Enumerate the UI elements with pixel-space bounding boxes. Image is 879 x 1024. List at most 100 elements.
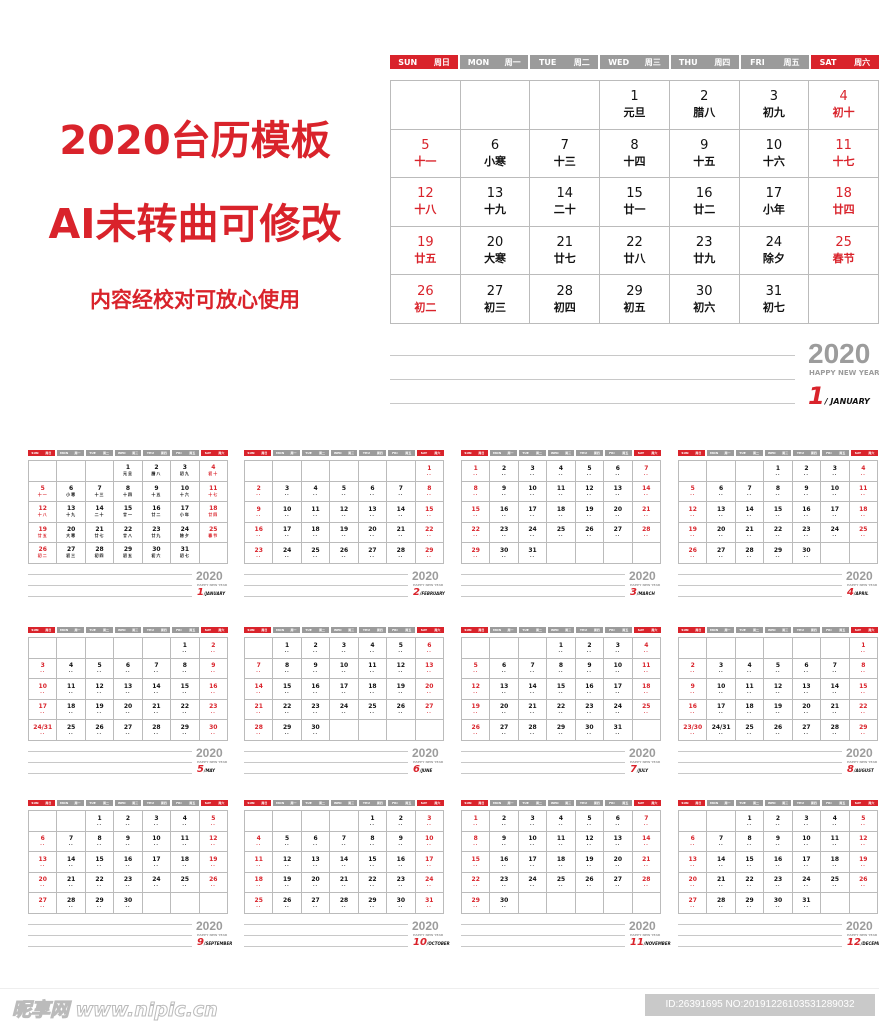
lunar-date: ··	[615, 821, 621, 827]
lunar-date: ··	[501, 689, 507, 695]
weekday-cn: 周日	[433, 57, 450, 67]
day-number: 1	[97, 814, 102, 822]
day-cell: 10 ··	[415, 831, 444, 852]
day-number: 1	[630, 89, 639, 105]
day-number: 4	[211, 464, 216, 472]
day-number: 13	[613, 485, 623, 493]
day-cell: 10 ··	[821, 481, 850, 502]
day-number: 20	[486, 235, 504, 251]
day-number: 1	[775, 464, 781, 472]
day-cell: 17 ··	[142, 852, 172, 873]
day-number: 30	[773, 896, 783, 904]
lunar-date: ··	[341, 710, 347, 716]
note-line	[244, 585, 408, 586]
note-line	[678, 596, 842, 597]
lunar-date: ··	[473, 533, 479, 539]
lunar-date: 初五	[122, 553, 133, 559]
weekday-cn: 周三	[782, 801, 789, 805]
day-cell: 26 ··	[764, 720, 793, 741]
lunar-date: ··	[426, 533, 432, 539]
weekday-en: FRI	[609, 451, 615, 455]
day-number: 7	[154, 662, 159, 670]
lunar-date: ··	[832, 842, 838, 848]
day-number: 29	[745, 896, 754, 904]
day-number: 7	[719, 835, 724, 843]
lunar-date: ··	[747, 862, 753, 868]
day-number: 15	[180, 682, 190, 690]
day-number: 5	[211, 814, 216, 822]
day-cell	[518, 893, 548, 914]
day-cell: 13 ··	[679, 852, 708, 873]
day-number: 11	[556, 835, 566, 843]
day-number: 6	[125, 662, 131, 670]
day-number: 16	[123, 855, 133, 863]
lunar-date: ··	[182, 689, 188, 695]
weekday-en: FRI	[392, 801, 398, 805]
lunar-date: ··	[860, 842, 866, 848]
lunar-date: ··	[341, 553, 347, 559]
day-cell: 8 ··	[849, 658, 878, 679]
weekday-en: FRI	[826, 451, 832, 455]
day-number: 19	[282, 876, 292, 884]
day-number: 25	[830, 876, 840, 884]
weekday-en: SUN	[247, 451, 255, 455]
day-cell: 22 ··	[85, 872, 115, 893]
day-number: 23/30	[683, 723, 703, 731]
day-cell: 7 ··	[387, 481, 416, 502]
lunar-date: 小寒	[66, 491, 77, 497]
note-line	[678, 946, 842, 947]
lunar-date: ··	[615, 689, 621, 695]
day-cell: 12 ··	[849, 831, 878, 852]
day-number: 29	[556, 723, 566, 731]
weekday-en: THU	[579, 801, 587, 805]
day-cell	[460, 81, 531, 130]
day-cell: 11 十七	[199, 481, 228, 502]
weekday-sat: SAT 周六	[851, 627, 879, 633]
day-number: 12	[38, 505, 47, 513]
day-cell: 6 ··	[604, 811, 633, 832]
day-cell: 25 ··	[849, 522, 878, 543]
lunar-date: ··	[313, 553, 319, 559]
weekday-cn: 周五	[839, 451, 846, 455]
day-cell: 25 春节	[809, 226, 879, 276]
weekday-cn: 周四	[810, 801, 817, 805]
day-number: 9	[775, 835, 781, 843]
day-number: 21	[339, 876, 349, 884]
weekday-en: SUN	[31, 628, 39, 632]
month-label: 12/DECEMBER	[847, 937, 879, 948]
lunar-date: ··	[558, 689, 564, 695]
day-cell	[604, 893, 633, 914]
lunar-date: ··	[860, 648, 866, 654]
day-number: 12	[688, 505, 697, 513]
day-number: 8	[125, 484, 131, 492]
lunar-date: ··	[775, 471, 781, 477]
lunar-date: ··	[40, 883, 46, 889]
day-number: 6	[615, 814, 620, 822]
day-number: 5	[473, 662, 478, 670]
day-number: 28	[152, 723, 161, 731]
day-cell: 4 初十	[199, 461, 228, 482]
note-line	[28, 751, 192, 752]
day-cell: 25 ··	[245, 893, 274, 914]
lunar-date: ··	[398, 842, 404, 848]
day-number: 29	[282, 723, 292, 731]
day-number: 9	[690, 682, 695, 690]
day-cell: 20 ··	[604, 502, 633, 523]
lunar-date: ··	[643, 533, 649, 539]
day-number: 28	[528, 723, 537, 731]
day-cell: 8 ··	[273, 658, 302, 679]
day-number: 5	[97, 662, 102, 670]
day-number: 25	[556, 526, 566, 534]
day-cell: 12 ··	[199, 831, 228, 852]
day-number: 14	[716, 855, 726, 863]
day-number: 2	[211, 641, 216, 649]
day-cell: 25 ··	[358, 699, 388, 720]
day-number: 30	[499, 546, 509, 554]
lunar-date: ··	[530, 730, 536, 736]
weekday-header: SUN 周日 MON 周一 TUE 周二 WED 周三 THU 周四 FRI 周五 SAT 周六	[28, 800, 229, 806]
day-cell: 11 ··	[735, 679, 765, 700]
day-cell: 22 ··	[415, 522, 444, 543]
weekday-fri: FRI 周五	[172, 800, 200, 806]
day-number: 19	[95, 703, 104, 711]
day-cell: 5 十一	[29, 481, 58, 502]
